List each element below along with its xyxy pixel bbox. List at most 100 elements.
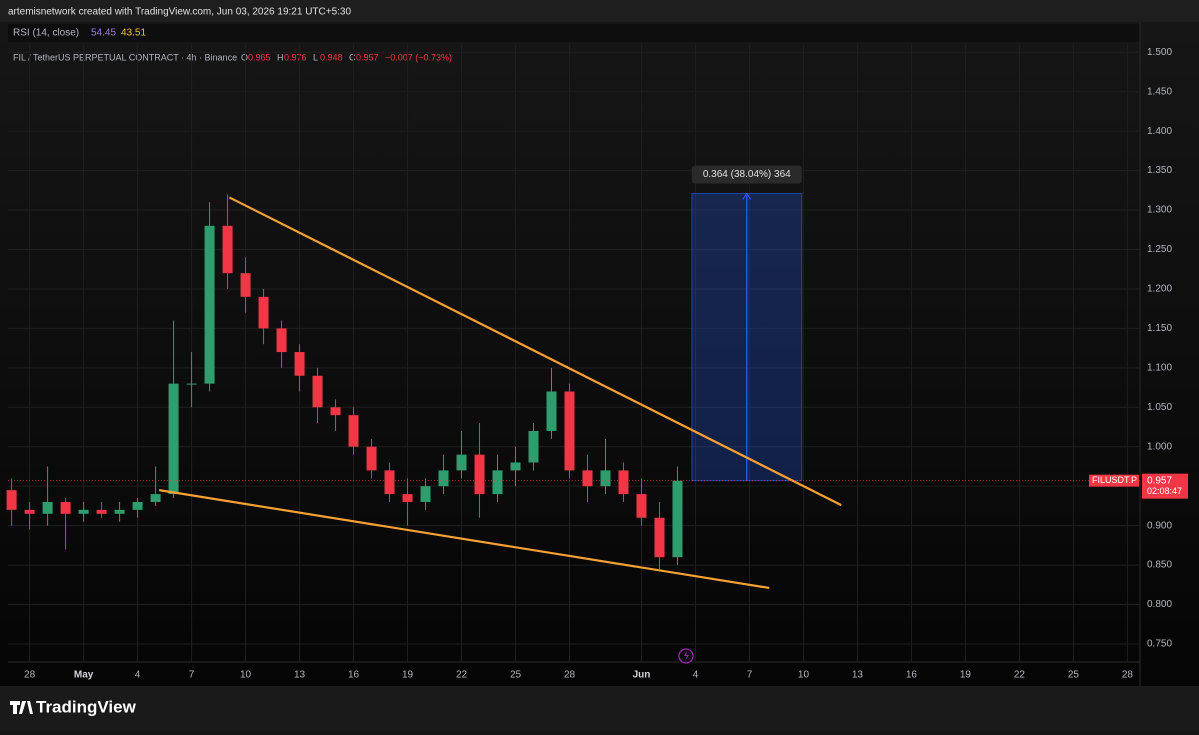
x-tick-label: 7 [189, 670, 195, 681]
candle-body [204, 225, 215, 384]
y-tick-label: 1.050 [1147, 402, 1172, 413]
candle-body [276, 328, 287, 353]
measure-label: 0.364 (38.04%) 364 [703, 169, 791, 180]
candle-body [222, 225, 233, 274]
candle-body [114, 509, 125, 514]
x-tick-label: May [74, 670, 94, 681]
y-tick-label: 1.400 [1147, 126, 1172, 137]
candle-body [348, 415, 359, 447]
candle-body [618, 470, 629, 495]
y-tick-label: 1.250 [1147, 244, 1172, 255]
y-tick-label: 1.450 [1147, 86, 1172, 97]
x-tick-label: 13 [852, 670, 864, 681]
y-tick-label: 0.800 [1147, 599, 1172, 610]
candle-body [600, 470, 611, 487]
candle-body [60, 501, 71, 514]
candle-body [240, 273, 251, 297]
event-bolt [684, 651, 689, 661]
x-tick-label: 16 [906, 670, 918, 681]
y-tick-label: 1.300 [1147, 205, 1172, 216]
brand: TradingView [36, 697, 137, 716]
candle-body [492, 470, 503, 495]
candle-body [528, 430, 539, 463]
ohlc-value: 0.957 [356, 52, 379, 62]
candle-body [582, 470, 593, 487]
indicator-bar [8, 24, 1140, 42]
x-tick-label: 28 [564, 670, 576, 681]
candle-body [42, 501, 53, 514]
ohlc-key: C [349, 52, 356, 62]
candle-body [654, 517, 665, 558]
ohlc-value: 0.976 [284, 52, 307, 62]
candle-body [546, 391, 557, 431]
ohlc-key: O [241, 52, 248, 62]
candle-body [294, 352, 305, 376]
tv-logo [10, 701, 33, 714]
y-tick-label: 1.500 [1147, 47, 1172, 58]
candle-body [510, 462, 521, 471]
candle-body [168, 383, 179, 495]
candle-body [6, 490, 17, 510]
x-tick-label: 28 [24, 670, 36, 681]
trendline [228, 196, 842, 507]
event-icon [678, 648, 694, 664]
candle-body [636, 494, 647, 518]
symbol-tag-label: FILUSDT.P [1092, 475, 1137, 485]
y-tick-label: 1.350 [1147, 165, 1172, 176]
y-tick-label: 1.150 [1147, 323, 1172, 334]
candle-body [438, 470, 449, 487]
candle-body [672, 480, 683, 558]
candle-body [312, 375, 323, 408]
x-tick-label: 19 [402, 670, 414, 681]
candle-body [24, 509, 35, 514]
x-tick-label: 10 [240, 670, 252, 681]
x-tick-label: 10 [798, 670, 810, 681]
x-tick-label: 22 [1014, 670, 1026, 681]
candle-body [474, 454, 485, 495]
ohlc-value: 0.965 [248, 52, 271, 62]
symbol-tag [1089, 474, 1139, 487]
x-tick-label: 4 [693, 670, 699, 681]
candle-body [96, 509, 107, 514]
x-tick-label: 25 [1068, 670, 1080, 681]
candle-body [456, 454, 467, 471]
indicator-value: 43.51 [121, 28, 146, 39]
x-tick-label: 16 [348, 670, 360, 681]
x-tick-label: 4 [135, 670, 141, 681]
x-tick-label: Jun [633, 670, 651, 681]
candle-body [330, 407, 341, 416]
indicator-value: 54.45 [91, 28, 116, 39]
x-tick-label: 25 [510, 670, 522, 681]
trendline [158, 489, 770, 590]
x-tick-label: 13 [294, 670, 306, 681]
candle-body [366, 446, 377, 471]
candle-body [132, 501, 143, 510]
x-tick-label: 22 [456, 670, 468, 681]
bottom-bar [0, 686, 1199, 730]
candle-body [150, 494, 161, 502]
measure-arrowhead [742, 192, 752, 200]
x-tick-label: 19 [960, 670, 972, 681]
y-tick-label: 0.900 [1147, 520, 1172, 531]
candle-body [186, 383, 197, 385]
change: −0.007 (−0.73%) [385, 52, 452, 62]
candle-body [78, 509, 89, 514]
x-tick-label: 28 [1122, 670, 1134, 681]
top-bar [0, 0, 1199, 22]
y-tick-label: 1.100 [1147, 362, 1172, 373]
y-tick-label: 1.200 [1147, 284, 1172, 295]
candle-body [564, 391, 575, 471]
x-tick-label: 7 [747, 670, 753, 681]
y-tick-label: 0.850 [1147, 560, 1172, 571]
indicator-name: RSI (14, close) [13, 28, 79, 39]
ohlc-value: 0.948 [320, 52, 343, 62]
price-tag [1142, 473, 1188, 499]
candle-body [402, 494, 413, 502]
price-tag-label: 0.957 [1147, 475, 1172, 486]
candle-body [384, 470, 395, 495]
measure-label-box [691, 165, 802, 184]
y-tick-label: 1.000 [1147, 441, 1172, 452]
countdown: 02:08:47 [1147, 486, 1182, 496]
